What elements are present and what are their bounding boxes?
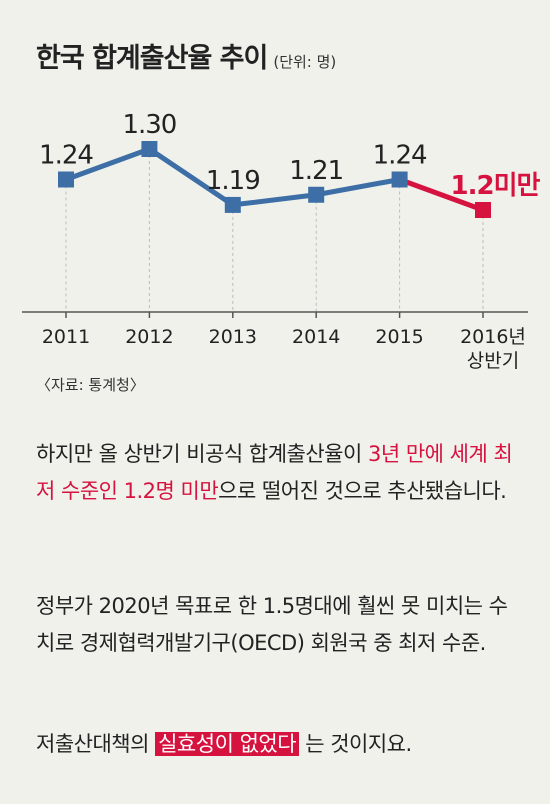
category-label-3: 2014: [292, 326, 340, 348]
category-label-5: 2016년 상반기: [460, 326, 526, 372]
paragraph-1-end: 으로 떨어진 것으로 추산됐습니다.: [218, 479, 507, 503]
paragraph-1-start: 하지만 올 상반기 비공식 합계출산율이: [36, 442, 368, 466]
projection-line: [398, 177, 484, 213]
paragraph-3-highlight: 실효성이 없었다: [155, 732, 300, 756]
paragraph-3: 저출산대책의 실효성이 없었다 는 것이지요.: [36, 726, 516, 763]
paragraph-1-emphasis: 3년 만에 세계 최저 수준인 1.2명 미만: [36, 442, 513, 503]
paragraph-3-end: 는 것이지요.: [299, 732, 412, 756]
data-point-5: [475, 202, 491, 218]
data-label-3: 1.21: [289, 156, 343, 186]
chart-unit: (단위: 명): [273, 53, 337, 71]
category-label-2: 2013: [209, 326, 257, 348]
data-point-2: [224, 196, 241, 213]
data-point-1: [141, 141, 158, 157]
chart-title: 한국 합계출산율 추이 (단위: 명): [36, 36, 336, 75]
data-label-1: 1.30: [122, 110, 176, 140]
paragraph-3-start: 저출산대책의: [36, 732, 156, 756]
paragraph-2: 정부가 2020년 목표로 한 1.5명대에 훨씬 못 미치는 수치로 경제협력…: [36, 594, 508, 655]
data-label-0: 1.24: [39, 141, 93, 171]
chart-title-text: 한국 합계출산율 추이: [36, 43, 268, 74]
data-label-4: 1.24: [373, 141, 427, 171]
chart-source: 〈자료: 통계청〉: [36, 376, 145, 394]
paragraph-1: 하지만 올 상반기 비공식 합계출산율이 3년 만에 세계 최저 수준인 1.2…: [36, 436, 516, 510]
data-label-2: 1.19: [206, 166, 260, 196]
data-label-5: 1.2미만: [451, 171, 541, 201]
category-label-0: 2011: [42, 326, 90, 348]
data-point-0: [58, 171, 74, 188]
category-label-4: 2015: [375, 326, 423, 348]
data-point-3: [308, 186, 325, 203]
category-label-1: 2012: [125, 326, 173, 348]
line-chart: 1.24 1.30 1.19 1.21 1.24 1.2미만 2011 2012 2013 201…: [22, 110, 542, 372]
data-point-4: [391, 171, 408, 188]
